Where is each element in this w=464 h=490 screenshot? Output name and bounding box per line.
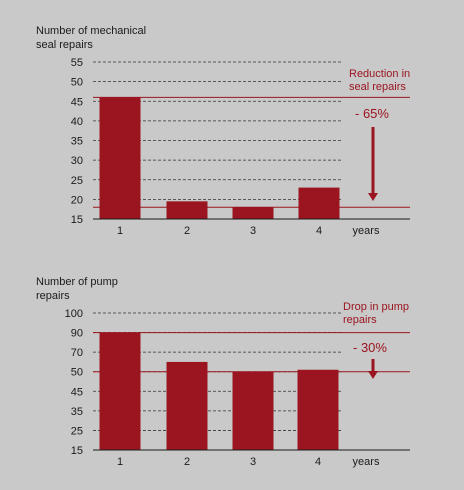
chart1-x-tick-label: 1 [117,225,123,237]
chart1-annotation-label-line: Reduction in [349,68,410,80]
chart2-x-tick-label: 3 [250,456,256,468]
chart1-y-tick-label: 55 [71,57,83,69]
chart2-y-tick-label: 90 [71,328,83,340]
chart2-x-tick-label: 1 [117,456,123,468]
chart2-annotation-label-line: Drop in pump [343,301,409,313]
chart2-title-line: repairs [36,290,70,302]
chart2-y-tick-label: 25 [71,425,83,437]
chart2-arrow-head [368,371,378,379]
chart1-arrow-head [368,193,378,201]
chart2-y-tick-label: 45 [71,386,83,398]
chart2-y-tick-label: 50 [71,367,83,379]
chart2-y-tick-label: 100 [65,308,83,320]
chart2-y-tick-label: 15 [71,445,83,457]
chart2-bar [232,371,274,450]
chart1-y-tick-label: 45 [71,96,83,108]
chart2-change-label: - 30% [353,340,387,355]
chart2-y-tick-label: 70 [71,347,83,359]
chart1-title-line: seal repairs [36,39,93,51]
chart1-y-tick-label: 40 [71,116,83,128]
chart1-title-line: Number of mechanical [36,25,146,37]
chart1-bar [99,97,141,219]
chart2-title-line: Number of pump [36,276,118,288]
chart2-x-tick-label: 2 [184,456,190,468]
chart1-bar [298,187,340,219]
chart1-bar [166,201,208,219]
chart1-annotation-label-line: seal repairs [349,81,406,93]
chart1-y-tick-label: 35 [71,136,83,148]
chart1-x-tick-label: 3 [250,225,256,237]
chart2-y-tick-label: 35 [71,406,83,418]
chart2-x-axis-label: years [353,456,380,468]
chart2-bar [297,369,339,450]
chart2-bar [166,361,208,450]
chart1-y-tick-label: 30 [71,155,83,167]
chart1-y-tick-label: 15 [71,214,83,226]
chart2-annotation-label-line: repairs [343,314,377,326]
chart1-x-tick-label: 4 [316,225,322,237]
chart1-bar [232,207,274,219]
chart2-x-tick-label: 4 [315,456,321,468]
chart1-y-tick-label: 50 [71,77,83,89]
chart1-y-tick-label: 25 [71,175,83,187]
chart1-x-tick-label: 2 [184,225,190,237]
chart1-x-axis-label: years [353,225,380,237]
chart2-bar [99,332,141,450]
chart1-y-tick-label: 20 [71,194,83,206]
chart1-change-label: - 65% [355,106,389,121]
